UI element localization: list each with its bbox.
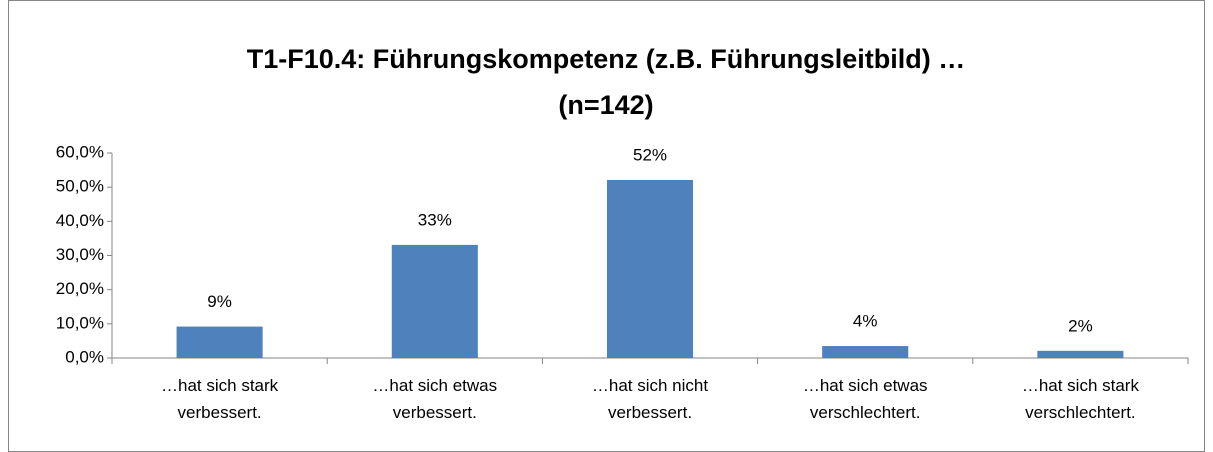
data-label: 33% xyxy=(418,210,452,229)
bar xyxy=(606,179,694,358)
bar xyxy=(176,326,263,358)
bar xyxy=(1037,350,1124,358)
x-tick-label: …hat sich stark verschlechtert. xyxy=(1021,376,1139,422)
chart-frame xyxy=(8,0,1205,452)
x-tick-label: …hat sich etwas verschlechtert. xyxy=(802,376,928,422)
y-tick-label: 50,0% xyxy=(56,177,104,196)
data-label: 4% xyxy=(853,312,878,331)
y-tick-label: 60,0% xyxy=(56,142,104,161)
data-label: 2% xyxy=(1068,316,1093,335)
x-tick-label: …hat sich etwas verbessert. xyxy=(372,376,498,422)
bar xyxy=(822,346,909,358)
x-tick-label: …hat sich stark verbessert. xyxy=(161,376,279,422)
chart-title: T1-F10.4: Führungskompetenz (z.B. Führun… xyxy=(246,44,966,120)
y-tick-label: 40,0% xyxy=(56,211,104,230)
bar xyxy=(391,244,478,358)
y-tick-label: 0,0% xyxy=(65,347,104,366)
y-tick-label: 10,0% xyxy=(56,313,104,332)
y-tick-label: 20,0% xyxy=(56,279,104,298)
x-tick-label: …hat sich nicht verbessert. xyxy=(591,376,709,422)
y-tick-label: 30,0% xyxy=(56,245,104,264)
data-label: 52% xyxy=(633,145,667,164)
data-label: 9% xyxy=(207,292,232,311)
